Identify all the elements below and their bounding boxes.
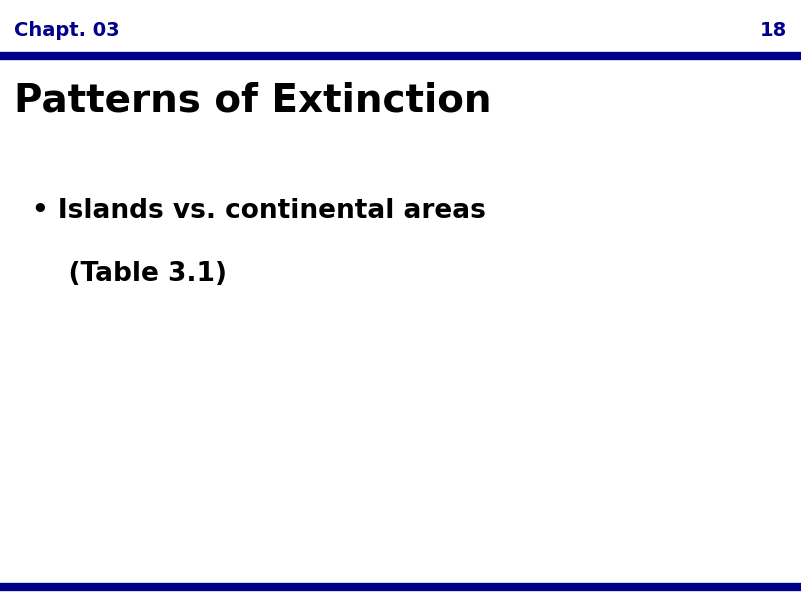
Text: 18: 18 (759, 21, 787, 40)
Text: • Islands vs. continental areas: • Islands vs. continental areas (32, 198, 486, 224)
Text: (Table 3.1): (Table 3.1) (32, 261, 227, 287)
Text: Patterns of Extinction: Patterns of Extinction (14, 81, 492, 119)
Text: Chapt. 03: Chapt. 03 (14, 21, 120, 40)
